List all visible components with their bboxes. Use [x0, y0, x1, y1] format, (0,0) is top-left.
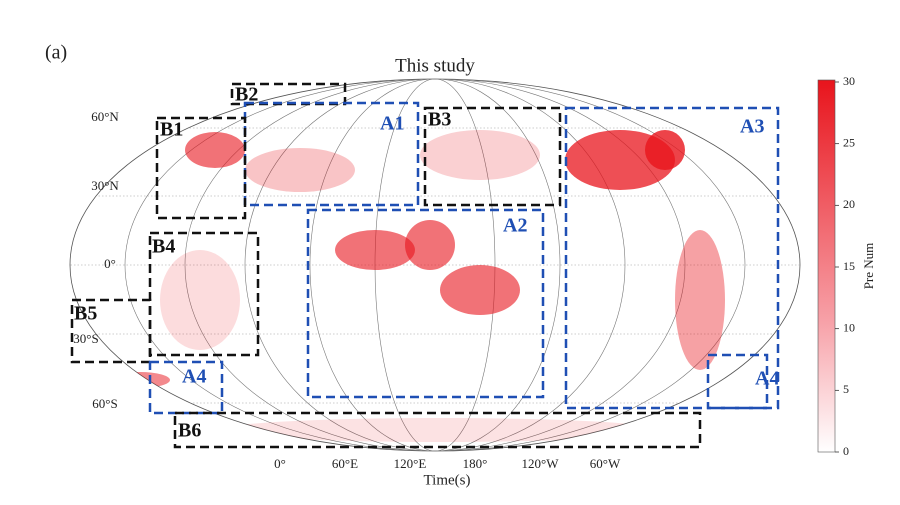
region-box: [706, 353, 769, 410]
region-box: [243, 101, 420, 207]
region-label: A3: [740, 116, 764, 138]
colorbar-tick-label: 30: [843, 74, 855, 88]
region-label: A2: [503, 215, 527, 237]
region-label: B4: [152, 236, 175, 258]
region-label: B1: [160, 119, 183, 141]
colorbar-tick-label: 25: [843, 135, 855, 149]
colorbar-label: Pre Num: [861, 243, 876, 290]
lat-label: 60°N: [91, 109, 119, 124]
lon-label: 60°E: [332, 456, 358, 471]
region-label: B5: [74, 303, 97, 325]
region-box: [423, 106, 562, 207]
colorbar-tick-label: 0: [843, 444, 849, 458]
region-box: [564, 106, 780, 410]
colorbar: [817, 79, 836, 453]
meridians: [124, 79, 746, 451]
region-label: B3: [428, 109, 451, 131]
region-box: [173, 411, 702, 449]
lon-label: 180°: [463, 456, 488, 471]
lon-label: 120°W: [522, 456, 560, 471]
region-label: A1: [380, 113, 404, 135]
map: [69, 78, 801, 452]
region-label: A4: [755, 368, 779, 390]
x-label: Time(s): [424, 472, 471, 488]
region-label: B2: [235, 84, 258, 106]
colorbar-tick-label: 20: [843, 197, 855, 211]
density: [110, 130, 760, 442]
map-content: [70, 79, 800, 451]
region-box: [155, 116, 247, 220]
region-label: B6: [178, 420, 201, 442]
lat-label: 30°S: [73, 331, 98, 346]
lat-label: 0°: [104, 256, 116, 271]
region-box: [306, 208, 545, 399]
region-box: [148, 231, 260, 357]
colorbar-tick-label: 10: [843, 320, 855, 334]
lon-label: 60°W: [590, 456, 621, 471]
lat-label: 60°S: [92, 396, 117, 411]
panel-label: (a): [45, 42, 67, 64]
colorbar-tick-label: 5: [843, 382, 849, 396]
lon-label: 120°E: [394, 456, 427, 471]
colorbar-tick-label: 15: [843, 259, 855, 273]
lon-label: 0°: [274, 456, 286, 471]
lat-label: 30°N: [91, 178, 119, 193]
map-title: This study: [395, 55, 475, 76]
region-label: A4: [182, 366, 206, 388]
regions: B2 A1 B1 B3 A3 A2 B4 B5 A4 A4 B6: [70, 82, 780, 449]
region-box: [148, 360, 224, 415]
